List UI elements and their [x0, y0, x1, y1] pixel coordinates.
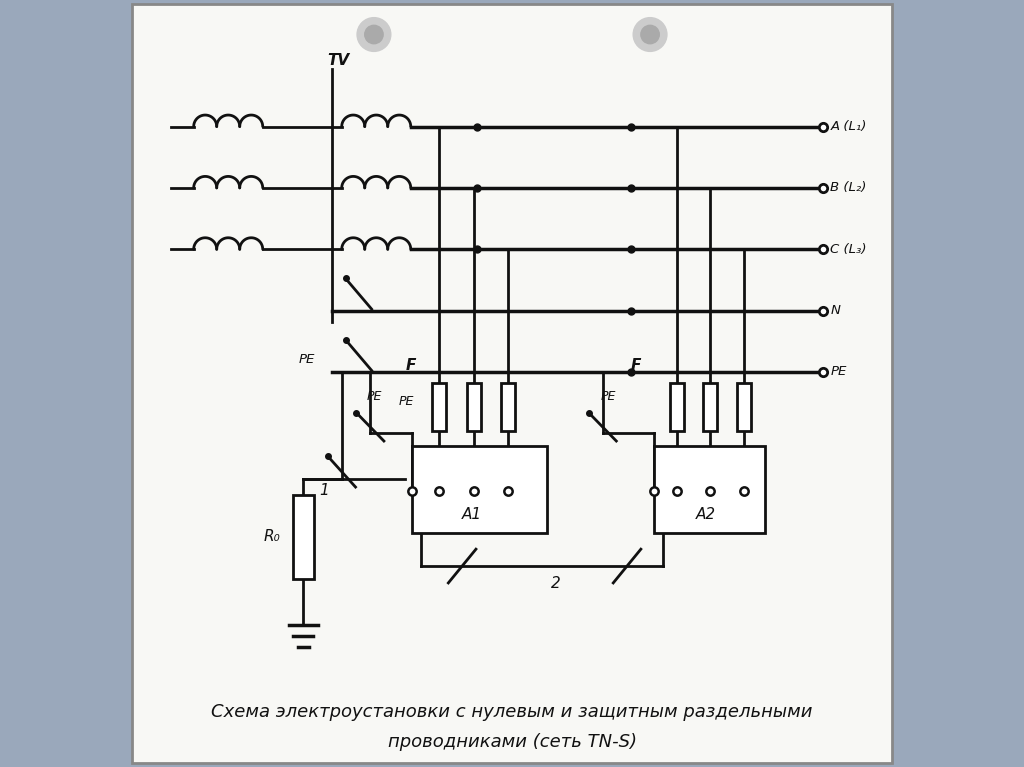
Text: PE: PE: [601, 390, 616, 403]
Text: PE: PE: [367, 390, 382, 403]
Text: 1: 1: [319, 482, 329, 498]
Bar: [432, 384, 446, 431]
Text: TV: TV: [327, 53, 349, 68]
Bar: [413, 446, 547, 533]
Text: B (L₂): B (L₂): [830, 182, 866, 194]
Text: R₀: R₀: [263, 529, 281, 545]
Text: F: F: [406, 357, 416, 373]
Text: C (L₃): C (L₃): [830, 243, 866, 255]
Bar: [502, 384, 515, 431]
Bar: [293, 495, 314, 579]
Text: проводниками (сеть TN-S): проводниками (сеть TN-S): [387, 733, 637, 752]
Circle shape: [641, 25, 659, 44]
Text: F: F: [631, 357, 641, 373]
Text: PE: PE: [299, 353, 315, 366]
Text: A1: A1: [462, 507, 482, 522]
Bar: [736, 384, 751, 431]
Bar: [467, 384, 480, 431]
Text: PE: PE: [830, 366, 847, 378]
Circle shape: [365, 25, 383, 44]
Text: 2: 2: [551, 575, 561, 591]
Circle shape: [357, 18, 391, 51]
FancyBboxPatch shape: [132, 4, 892, 763]
Circle shape: [633, 18, 667, 51]
Bar: [703, 384, 717, 431]
Bar: [670, 384, 684, 431]
Text: PE: PE: [398, 395, 414, 408]
Text: N: N: [830, 304, 840, 317]
Text: A (L₁): A (L₁): [830, 120, 866, 133]
Text: A2: A2: [695, 507, 716, 522]
Text: Схема электроустановки с нулевым и защитным раздельными: Схема электроустановки с нулевым и защит…: [211, 703, 813, 721]
Bar: [654, 446, 765, 533]
